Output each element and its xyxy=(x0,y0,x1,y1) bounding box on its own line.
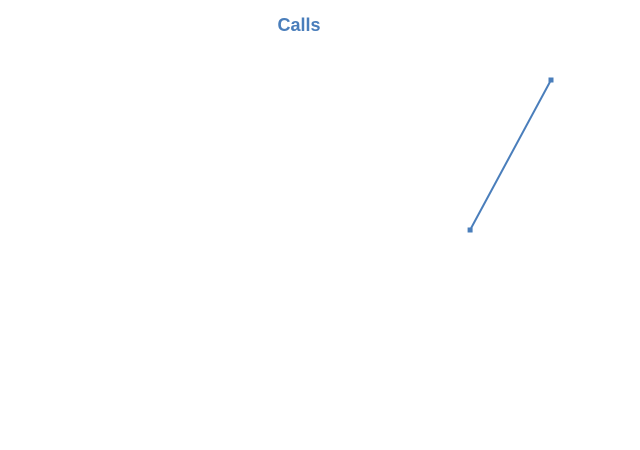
series-line xyxy=(469,79,552,231)
series-layer xyxy=(467,77,554,233)
data-point xyxy=(467,227,473,233)
data-point xyxy=(548,77,554,83)
chart-title: Calls xyxy=(277,15,321,35)
